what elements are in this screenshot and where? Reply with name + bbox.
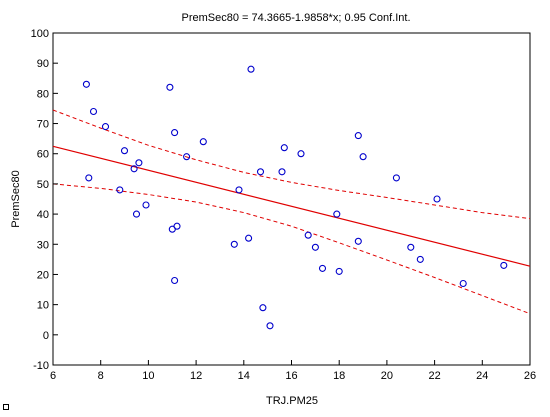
x-tick-label: 8 [98, 370, 104, 382]
data-point [359, 153, 367, 161]
corner-square-icon [3, 404, 9, 410]
x-axis-ticks: 6 8 10 12 14 16 18 20 22 24 26 [50, 360, 536, 382]
data-point [199, 138, 207, 146]
x-tick-label: 6 [50, 370, 56, 382]
y-tick-label: 40 [37, 209, 49, 221]
data-point [235, 186, 243, 194]
data-point [101, 123, 110, 131]
y-tick-label: 100 [31, 28, 49, 40]
data-point [335, 267, 343, 275]
data-point [171, 129, 179, 137]
y-tick-label: -10 [33, 360, 49, 372]
plot-area [52, 32, 531, 366]
data-point [433, 195, 441, 203]
data-point [247, 65, 255, 73]
data-points [82, 65, 508, 330]
data-point [459, 279, 467, 288]
y-tick-label: 10 [37, 300, 49, 312]
x-tick-label: 22 [428, 370, 440, 382]
data-point [245, 234, 253, 242]
y-tick-label: 20 [37, 269, 49, 281]
data-point [132, 210, 141, 218]
data-point [130, 165, 138, 173]
y-tick-label: 30 [37, 239, 49, 251]
data-point [407, 243, 415, 251]
x-tick-label: 24 [476, 370, 488, 382]
confidence-band [52, 109, 531, 315]
y-axis-title: PremSec80 [10, 170, 22, 227]
data-point [135, 159, 143, 167]
x-tick-label: 18 [333, 370, 345, 382]
upper-confidence-line [52, 109, 531, 220]
data-point [89, 107, 98, 116]
data-point [173, 222, 181, 230]
chart-title: PremSec80 = 74.3665-1.9858*x; 0.95 Conf.… [181, 12, 410, 24]
y-tick-label: 70 [37, 119, 49, 131]
data-point [318, 264, 327, 272]
x-tick-label: 26 [524, 370, 536, 382]
data-point [230, 240, 238, 248]
y-tick-label: 50 [37, 179, 49, 191]
data-point [354, 132, 362, 140]
y-tick-label: 0 [43, 330, 49, 342]
data-point [280, 144, 288, 152]
data-point [354, 237, 362, 245]
data-point [142, 201, 150, 209]
y-tick-label: 90 [37, 58, 49, 70]
x-tick-label: 20 [381, 370, 393, 382]
data-point [85, 174, 93, 182]
x-tick-label: 10 [142, 370, 154, 382]
y-axis-ticks: -10 0 10 20 30 40 50 60 70 80 90 100 [31, 28, 58, 372]
data-point [266, 322, 274, 330]
data-point [82, 80, 90, 88]
data-point [304, 231, 312, 239]
data-point [416, 255, 424, 263]
data-point [259, 304, 267, 312]
data-point [116, 186, 124, 194]
lower-confidence-line [52, 183, 531, 315]
x-tick-label: 14 [238, 370, 250, 382]
data-point [256, 168, 265, 176]
data-point [278, 168, 286, 176]
data-point [120, 147, 129, 155]
data-point [333, 210, 341, 218]
x-tick-label: 12 [190, 370, 202, 382]
data-point [183, 153, 191, 161]
y-tick-label: 60 [37, 149, 49, 161]
data-point [392, 174, 400, 182]
data-point [297, 150, 305, 158]
data-point [311, 243, 319, 251]
x-axis-title: TRJ.PM25 [266, 395, 318, 407]
data-point [166, 83, 174, 91]
y-tick-label: 80 [37, 88, 49, 100]
x-tick-label: 16 [285, 370, 297, 382]
data-point [500, 261, 508, 269]
data-point [171, 276, 179, 285]
